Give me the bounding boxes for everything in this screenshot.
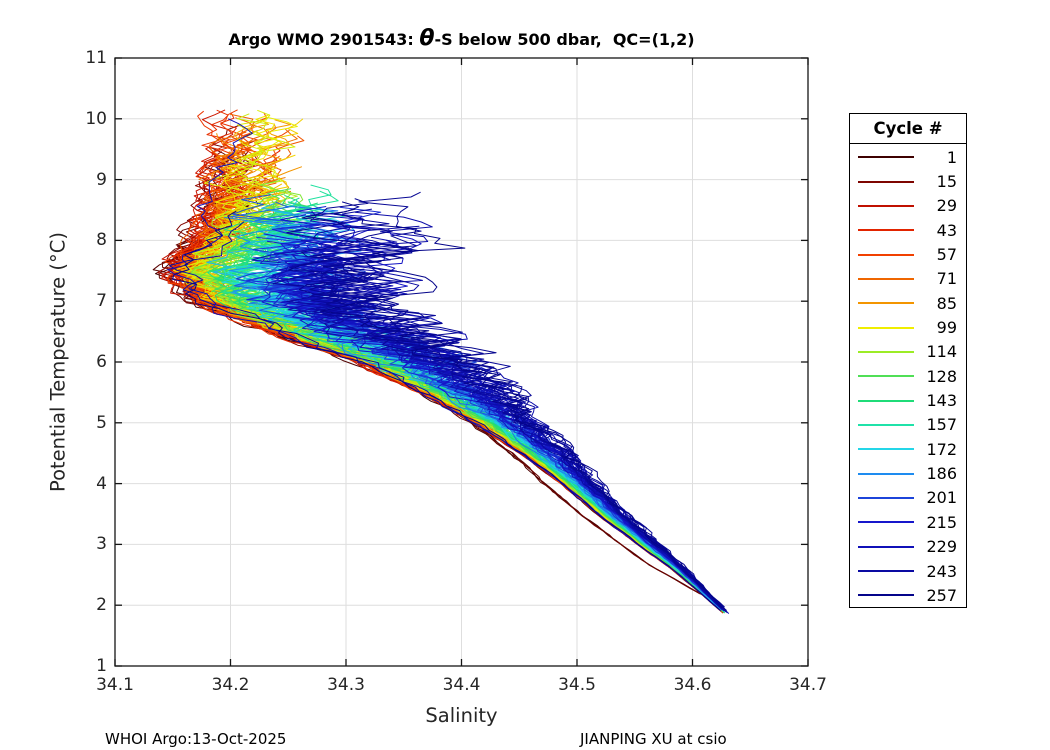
chart-title-suffix: -S below 500 dbar, QC=(1,2) <box>434 30 695 49</box>
legend-entry-label: 128 <box>926 366 957 386</box>
theta-symbol: θ <box>419 26 435 51</box>
y-tick-label-2: 2 <box>96 595 107 616</box>
legend-line-swatch <box>858 423 914 426</box>
legend-entry: 99 <box>850 315 966 339</box>
x-axis-label: Salinity <box>425 704 498 727</box>
legend-entry-label: 243 <box>926 561 957 581</box>
x-tick-label-34.1: 34.1 <box>96 675 134 695</box>
legend-entry: 71 <box>850 267 966 291</box>
legend-title: Cycle # <box>850 114 966 144</box>
legend-entry: 257 <box>850 583 966 607</box>
legend-line-swatch <box>858 229 914 232</box>
profile-line-cycle-238 <box>287 251 722 607</box>
y-tick-label-1: 1 <box>96 656 107 676</box>
legend-entry: 128 <box>850 364 966 388</box>
axes-box <box>114 57 809 667</box>
legend-entry-label: 143 <box>926 391 957 411</box>
legend-entry: 215 <box>850 510 966 534</box>
y-tick-label-9: 9 <box>96 169 107 190</box>
legend-entry-label: 71 <box>936 269 957 289</box>
profile-lines <box>152 109 730 614</box>
legend-entry: 29 <box>850 194 966 218</box>
x-tick-label-34.3: 34.3 <box>327 675 365 695</box>
legend-line-swatch <box>858 326 914 329</box>
legend-entry-label: 57 <box>936 245 957 265</box>
legend-line-swatch <box>858 277 914 280</box>
chart-title: Argo WMO 2901543: θ-S below 500 dbar, QC… <box>115 26 808 51</box>
legend-entry-label: 1 <box>946 147 957 167</box>
legend-line-swatch <box>858 496 914 499</box>
legend-line-swatch <box>858 448 914 451</box>
legend-entry-label: 215 <box>926 512 957 532</box>
legend-line-swatch <box>858 570 914 573</box>
x-tick-label-34.4: 34.4 <box>442 675 481 695</box>
legend-entry-label: 186 <box>926 464 957 484</box>
legend-entry-label: 114 <box>926 342 957 362</box>
legend-entry: 157 <box>850 413 966 437</box>
profile-line-cycle-254 <box>288 201 728 611</box>
y-tick-label-11: 11 <box>85 48 107 68</box>
footer-credit-left: WHOI Argo:13-Oct-2025 <box>105 730 287 748</box>
legend-entry-label: 257 <box>926 585 957 605</box>
profile-line-cycle-229 <box>167 118 721 611</box>
legend-entry-label: 229 <box>926 537 957 557</box>
legend-line-swatch <box>858 399 914 402</box>
chart-title-prefix: Argo WMO 2901543: <box>228 30 420 49</box>
legend-entry: 143 <box>850 388 966 412</box>
legend-entry: 243 <box>850 559 966 583</box>
profile-line-cycle-256 <box>171 210 721 611</box>
legend-line-swatch <box>858 521 914 524</box>
legend-entry-label: 172 <box>926 439 957 459</box>
legend-line-swatch <box>858 472 914 475</box>
legend-entry-label: 99 <box>936 318 957 338</box>
legend-entry: 172 <box>850 437 966 461</box>
legend-entry: 114 <box>850 340 966 364</box>
y-tick-label-4: 4 <box>96 473 107 494</box>
legend-line-swatch <box>858 156 914 159</box>
legend: Cycle # 1 15 29 43 57 71 85 99 114 128 143 157 172 18… <box>849 113 967 608</box>
legend-line-swatch <box>858 204 914 207</box>
legend-entry: 229 <box>850 535 966 559</box>
footer-credit-right: JIANPING XU at csio <box>580 730 727 748</box>
profile-line-cycle-257 <box>320 208 723 609</box>
x-tick-label-34.2: 34.2 <box>211 675 250 695</box>
legend-entry-label: 85 <box>936 293 957 313</box>
legend-entry-label: 15 <box>936 172 957 192</box>
legend-entry-label: 43 <box>936 220 957 240</box>
profile-line-cycle-244 <box>286 208 728 614</box>
y-tick-label-3: 3 <box>96 534 107 555</box>
y-tick-label-5: 5 <box>96 412 107 433</box>
y-tick-label-7: 7 <box>96 291 107 312</box>
y-tick-label-6: 6 <box>96 352 107 372</box>
x-tick-label-34.5: 34.5 <box>558 675 596 695</box>
legend-line-swatch <box>858 253 914 256</box>
profile-line-cycle-247 <box>310 266 727 613</box>
profile-line-cycle-251 <box>309 191 727 611</box>
profile-line-cycle-250 <box>272 268 721 606</box>
legend-entry: 15 <box>850 169 966 193</box>
legend-line-swatch <box>858 594 914 597</box>
legend-line-swatch <box>858 350 914 353</box>
legend-entry: 201 <box>850 486 966 510</box>
legend-rows: 1 15 29 43 57 71 85 99 114 128 143 157 172 186 201 215 2… <box>850 145 966 605</box>
y-tick-label-8: 8 <box>96 230 107 251</box>
legend-entry: 43 <box>850 218 966 242</box>
legend-entry-label: 201 <box>926 488 957 508</box>
legend-entry: 186 <box>850 461 966 485</box>
legend-entry-label: 29 <box>936 196 957 216</box>
legend-line-swatch <box>858 375 914 378</box>
legend-entry: 57 <box>850 242 966 266</box>
legend-line-swatch <box>858 545 914 548</box>
legend-entry-label: 157 <box>926 415 957 435</box>
legend-line-swatch <box>858 302 914 305</box>
legend-entry: 1 <box>850 145 966 169</box>
legend-entry: 85 <box>850 291 966 315</box>
legend-line-swatch <box>858 180 914 183</box>
y-tick-label-10: 10 <box>85 108 107 129</box>
x-tick-label-34.6: 34.6 <box>673 675 712 695</box>
x-tick-label-34.7: 34.7 <box>789 675 827 695</box>
